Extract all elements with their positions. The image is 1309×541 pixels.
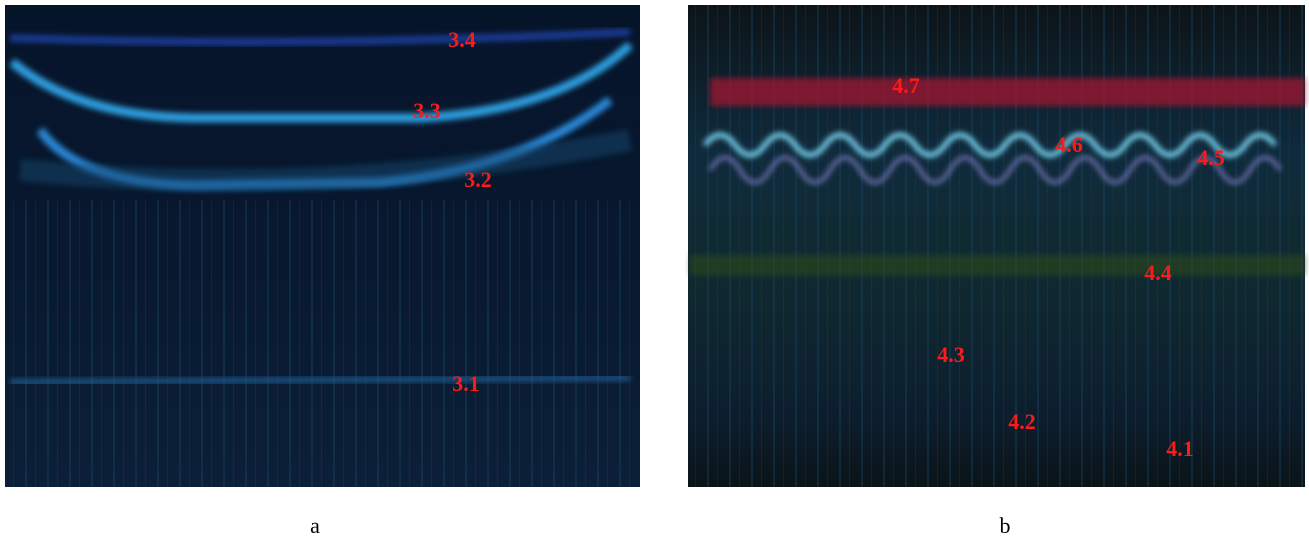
band-label: 3.3: [413, 98, 441, 123]
band-label: 3.2: [464, 167, 492, 192]
band-label: 4.2: [1008, 409, 1036, 434]
figure: 3.4 3.3 3.2 3.1 4.7 4.6 4.5 4.4 4.3 4.2 …: [0, 0, 1309, 541]
panel-caption: a: [310, 513, 320, 538]
band-label: 4.5: [1197, 145, 1225, 170]
panel-caption: b: [1000, 513, 1011, 538]
band-label: 4.7: [892, 73, 920, 98]
band-label: 3.4: [448, 27, 476, 52]
band-label: 4.6: [1055, 132, 1083, 157]
plate-b: [688, 5, 1305, 487]
plate-a: [5, 5, 640, 487]
band-label: 4.1: [1166, 436, 1194, 461]
band-label: 3.1: [452, 371, 480, 396]
band-label: 4.3: [937, 342, 965, 367]
band-label: 4.4: [1144, 260, 1172, 285]
